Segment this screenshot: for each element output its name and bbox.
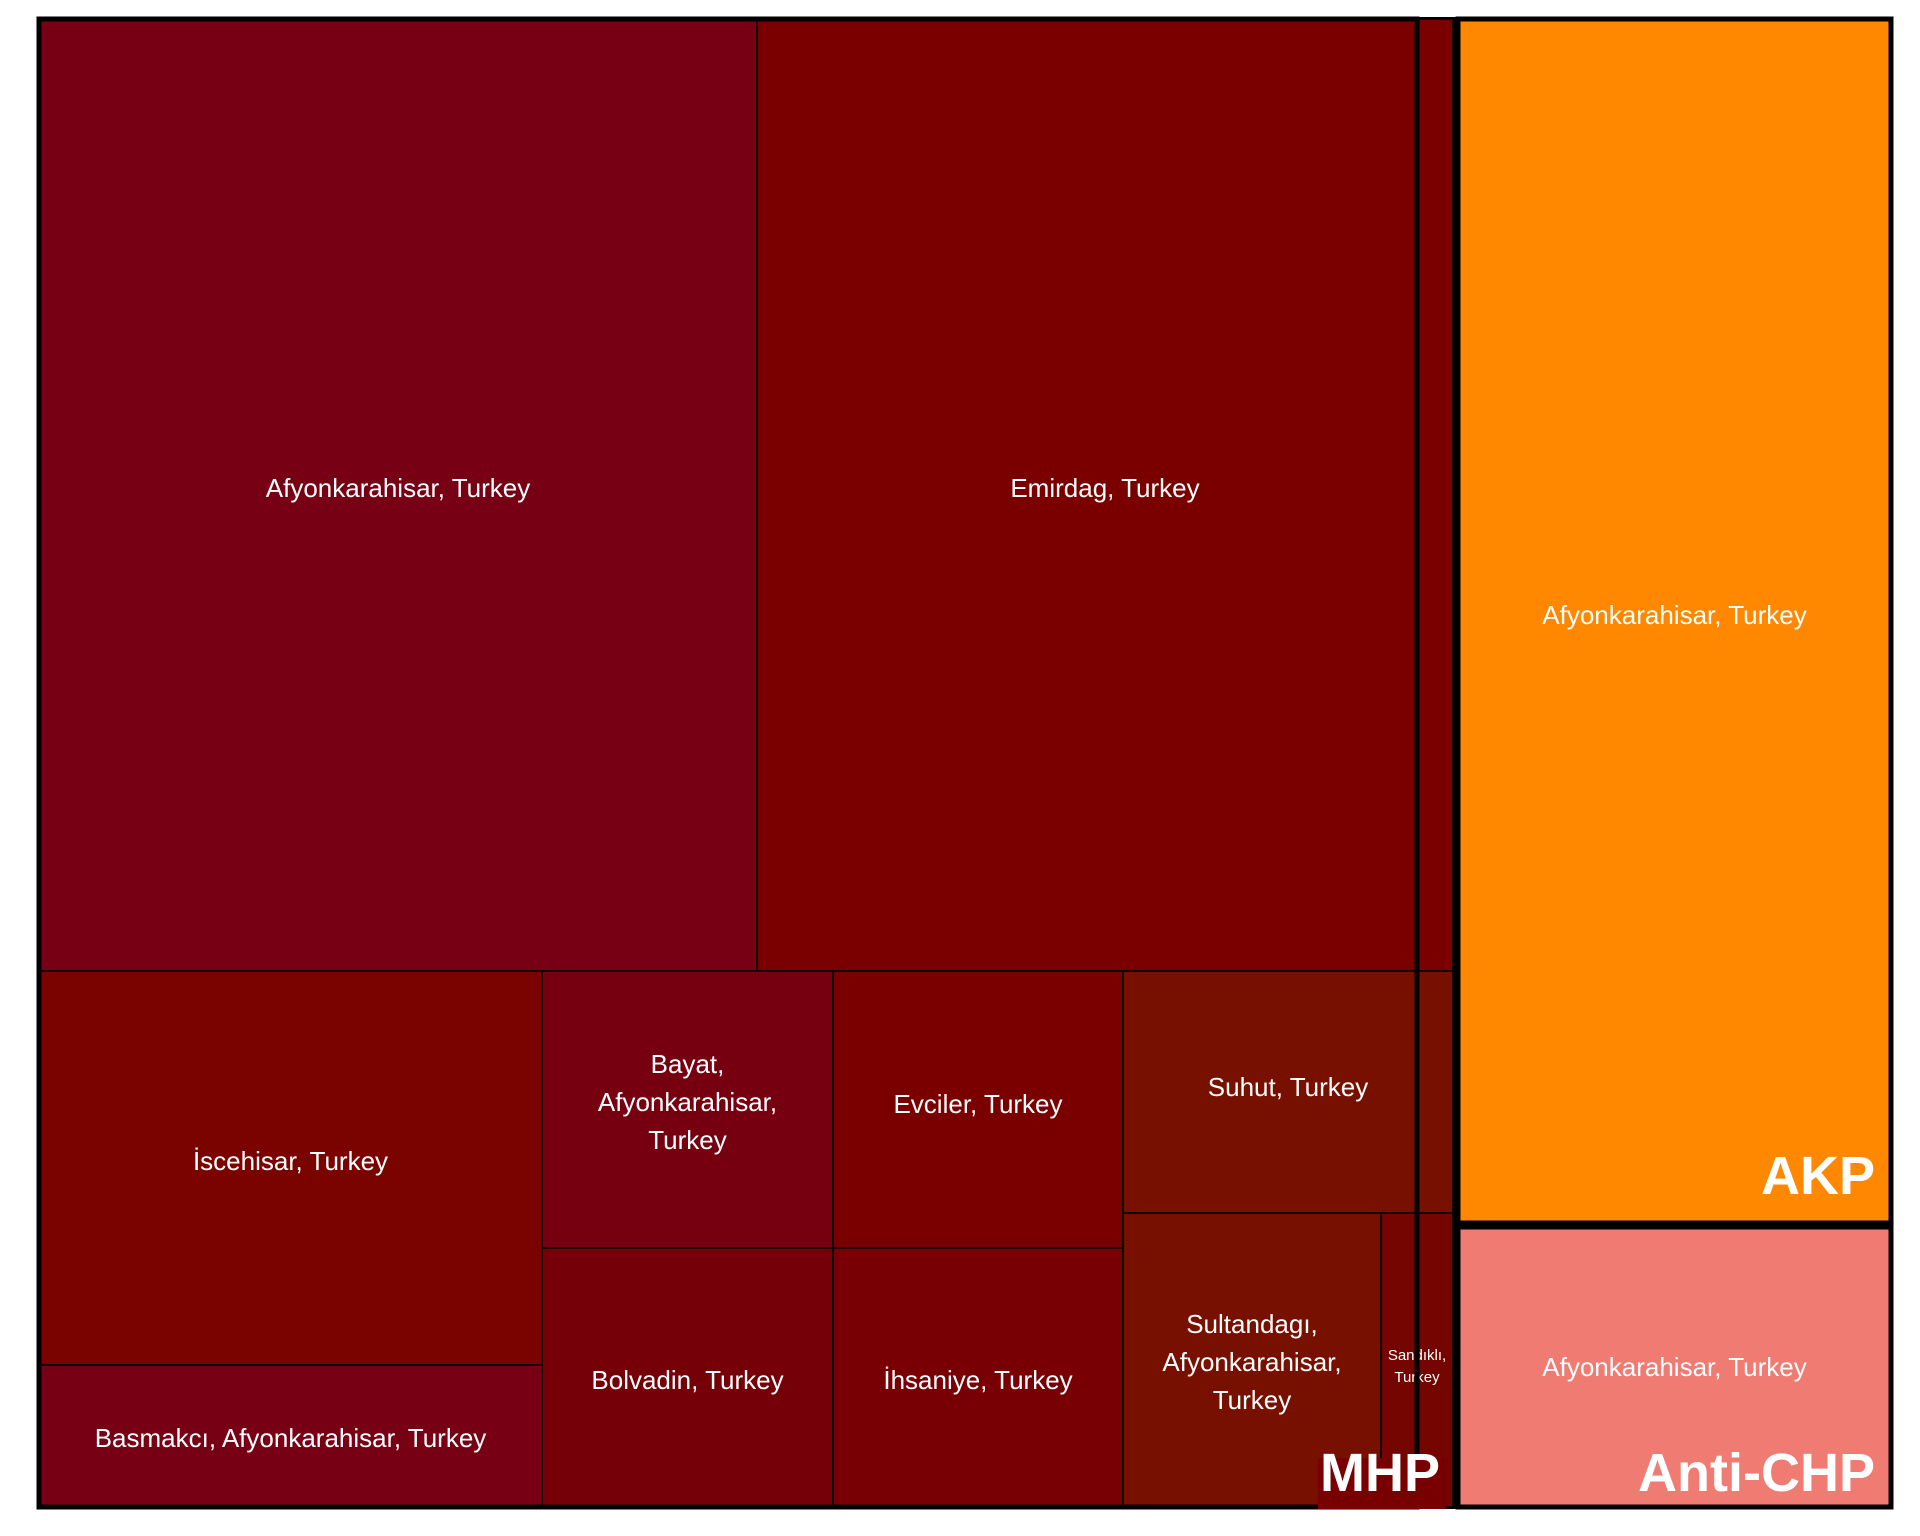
treemap-cell[interactable] bbox=[1458, 1227, 1891, 1507]
cell-label: İhsaniye, Turkey bbox=[883, 1365, 1072, 1395]
cell-label: Sultandagı, Afyonkarahisar, Turkey bbox=[1162, 1309, 1341, 1415]
group-border bbox=[1455, 1224, 1894, 1510]
group-akp: Afyonkarahisar, Turkey AKP bbox=[1455, 16, 1894, 1226]
cell-label: İscehisar, Turkey bbox=[193, 1146, 388, 1176]
group-border bbox=[36, 16, 1420, 1510]
group-mhp: Afyonkarahisar, Turkey Emirdag, Turkey İsc… bbox=[36, 16, 1454, 1510]
cell-label: Afyonkarahisar, Turkey bbox=[266, 473, 530, 503]
cell-label: Suhut, Turkey bbox=[1208, 1072, 1368, 1102]
treemap-cell[interactable] bbox=[832, 1247, 1124, 1508]
group-label: Anti-CHP bbox=[1638, 1443, 1875, 1503]
cell-label: Evciler, Turkey bbox=[893, 1089, 1062, 1119]
cell-label: Afyonkarahisar, Turkey bbox=[1542, 600, 1806, 630]
group-label: AKP bbox=[1761, 1146, 1875, 1206]
treemap-cell[interactable] bbox=[38, 18, 758, 972]
treemap-cell[interactable] bbox=[38, 1364, 543, 1508]
treemap-cell[interactable] bbox=[1458, 19, 1891, 1223]
cell-label: Basmakcı, Afyonkarahisar, Turkey bbox=[95, 1423, 487, 1453]
treemap-cell[interactable] bbox=[1122, 970, 1454, 1214]
treemap-cell[interactable] bbox=[832, 970, 1124, 1249]
group-anti-chp: Afyonkarahisar, Turkey Anti-CHP bbox=[1455, 1224, 1894, 1510]
group-border bbox=[1455, 16, 1894, 1226]
cell-label: Emirdag, Turkey bbox=[1010, 473, 1199, 503]
cell-label: Bolvadin, Turkey bbox=[591, 1365, 783, 1395]
group-label-badge bbox=[1318, 1458, 1446, 1509]
cell-label: Bayat, Afyonkarahisar, Turkey bbox=[598, 1049, 777, 1155]
treemap-cell[interactable] bbox=[38, 970, 543, 1366]
cell-label: Afyonkarahisar, Turkey bbox=[1542, 1352, 1806, 1382]
group-label: MHP bbox=[1320, 1443, 1440, 1503]
